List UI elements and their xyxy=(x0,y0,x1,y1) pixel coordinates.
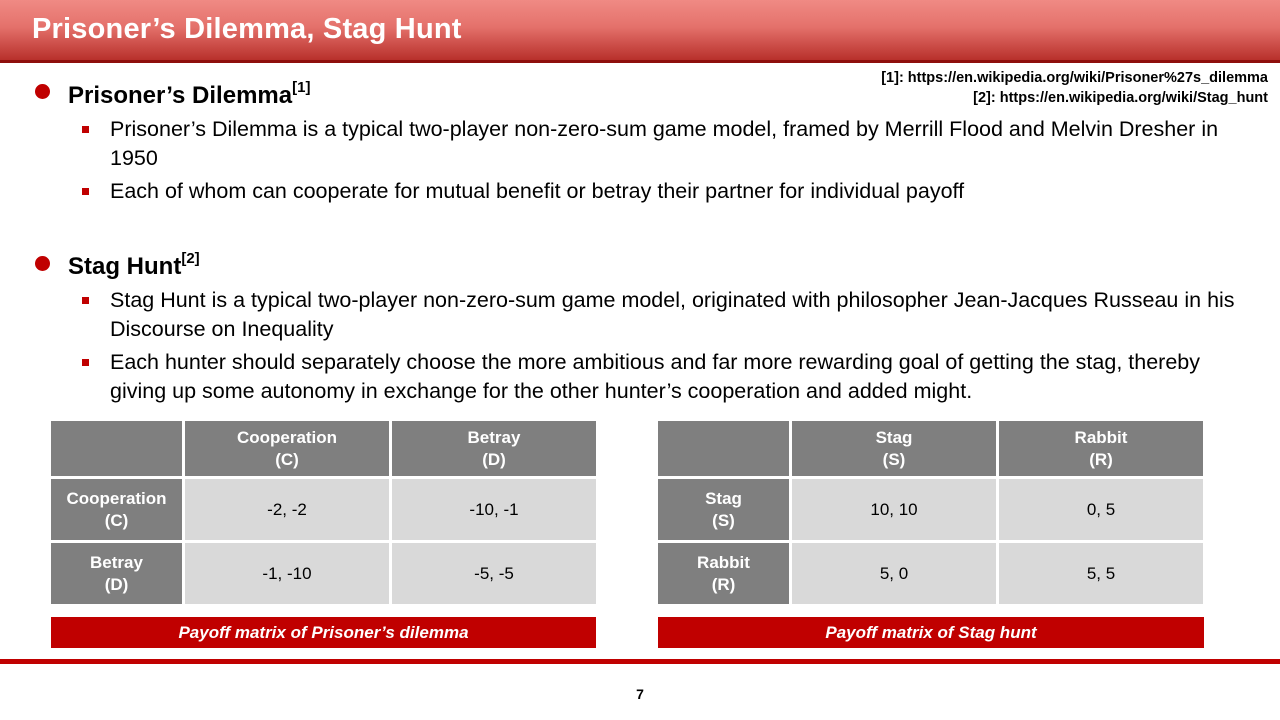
column-header: Betray (D) xyxy=(392,421,596,476)
section-heading-text: Prisoner’s Dilemma xyxy=(68,82,293,109)
section-heading-prisoners-dilemma: Prisoner’s Dilemma[1] xyxy=(68,79,310,110)
caption-prisoners-dilemma: Payoff matrix of Prisoner’s dilemma xyxy=(51,617,596,648)
reference-1: [1]: https://en.wikipedia.org/wiki/Priso… xyxy=(881,70,1268,86)
slide-title: Prisoner’s Dilemma, Stag Hunt xyxy=(32,13,462,45)
table-cell: 5, 0 xyxy=(792,543,996,604)
bullet-point: Each of whom can cooperate for mutual be… xyxy=(110,179,965,203)
references: [1]: https://en.wikipedia.org/wiki/Priso… xyxy=(881,68,1268,108)
footer-divider xyxy=(0,659,1280,664)
column-header: Rabbit (R) xyxy=(999,421,1203,476)
title-bar: Prisoner’s Dilemma, Stag Hunt xyxy=(0,0,1280,60)
table-corner xyxy=(658,421,789,476)
bullet-dot-icon xyxy=(35,84,50,99)
bullet-dot-icon xyxy=(35,256,50,271)
section-heading-ref: [1] xyxy=(292,79,311,96)
section-heading-text: Stag Hunt xyxy=(68,253,182,280)
bullet-point: Each hunter should separately choose the… xyxy=(110,350,1200,403)
row-header: Cooperation (C) xyxy=(51,479,182,540)
bullet-point: Stag Hunt is a typical two-player non-ze… xyxy=(110,288,1235,341)
section-heading-stag-hunt: Stag Hunt[2] xyxy=(68,250,200,281)
table-cell: -2, -2 xyxy=(185,479,389,540)
column-header: Cooperation (C) xyxy=(185,421,389,476)
row-header: Stag (S) xyxy=(658,479,789,540)
bullet-square-icon xyxy=(82,188,89,195)
reference-2: [2]: https://en.wikipedia.org/wiki/Stag_… xyxy=(973,90,1268,106)
bullet-point: Prisoner’s Dilemma is a typical two-play… xyxy=(110,117,1219,170)
row-header: Rabbit (R) xyxy=(658,543,789,604)
table-corner xyxy=(51,421,182,476)
table-cell: -5, -5 xyxy=(392,543,596,604)
table-cell: -1, -10 xyxy=(185,543,389,604)
table-cell: 5, 5 xyxy=(999,543,1203,604)
caption-stag-hunt: Payoff matrix of Stag hunt xyxy=(658,617,1204,648)
title-underline xyxy=(0,60,1280,63)
table-cell: 10, 10 xyxy=(792,479,996,540)
payoff-table-prisoners-dilemma: Cooperation (C) Betray (D) Cooperation (… xyxy=(48,418,599,607)
column-header: Stag (S) xyxy=(792,421,996,476)
table-cell: -10, -1 xyxy=(392,479,596,540)
payoff-table-stag-hunt: Stag (S) Rabbit (R) Stag (S) 10, 10 0, 5… xyxy=(655,418,1206,607)
row-header: Betray (D) xyxy=(51,543,182,604)
bullet-square-icon xyxy=(82,126,89,133)
bullet-square-icon xyxy=(82,359,89,366)
page-number: 7 xyxy=(636,686,644,702)
bullet-square-icon xyxy=(82,297,89,304)
section-heading-ref: [2] xyxy=(181,250,200,267)
table-cell: 0, 5 xyxy=(999,479,1203,540)
